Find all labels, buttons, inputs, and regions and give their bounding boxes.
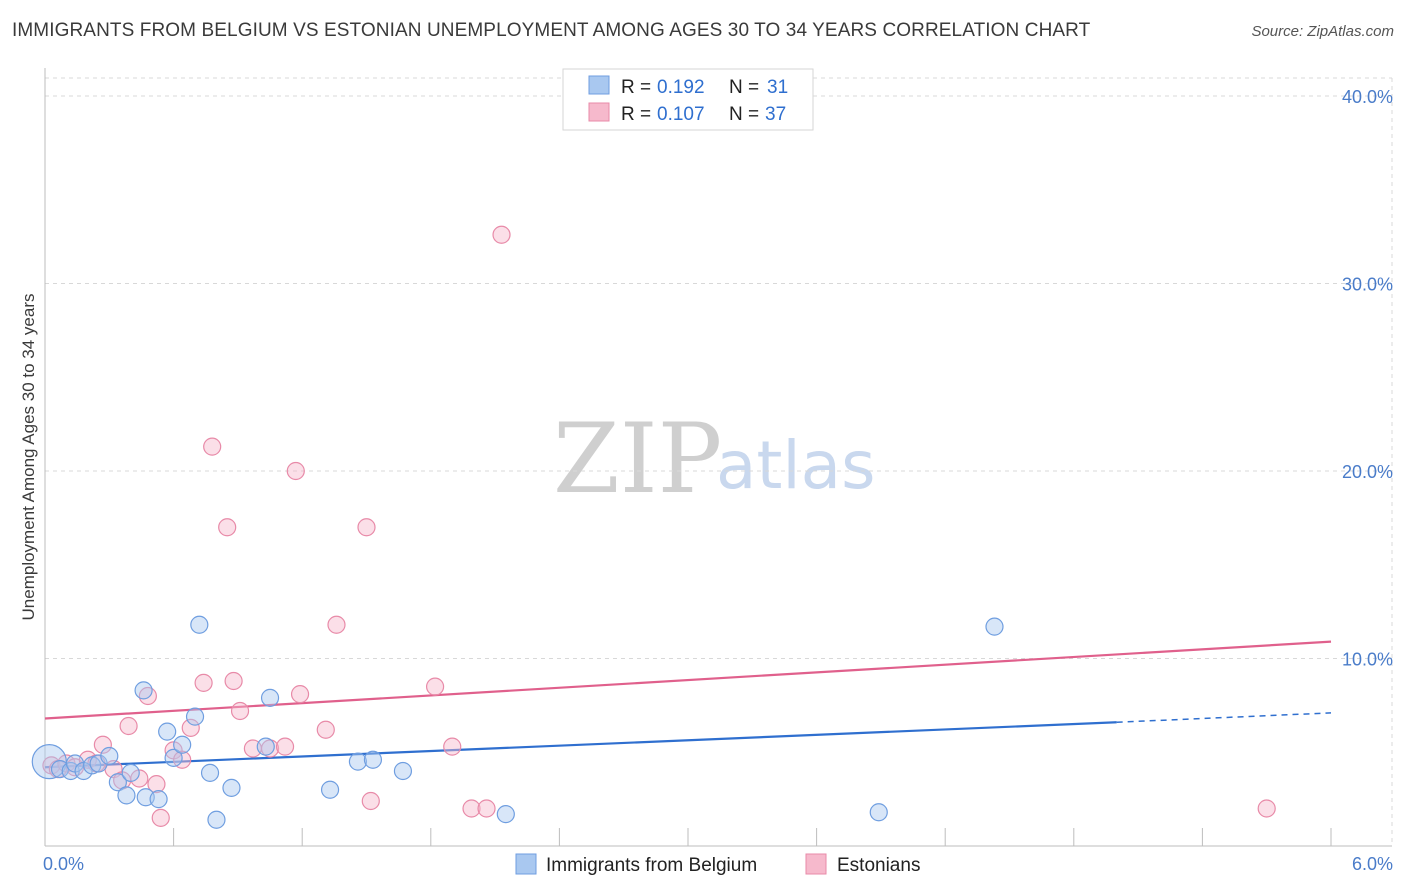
data-point-estonians xyxy=(362,793,379,810)
data-point-belgium xyxy=(122,764,139,781)
data-point-belgium xyxy=(262,689,279,706)
legend-swatch-belgium xyxy=(589,76,609,94)
data-point-estonians xyxy=(328,616,345,633)
data-point-belgium xyxy=(174,736,191,753)
data-point-estonians xyxy=(204,438,221,455)
data-point-belgium xyxy=(223,779,240,796)
data-point-estonians xyxy=(478,800,495,817)
x-tick-label: 0.0% xyxy=(43,854,84,874)
data-point-estonians xyxy=(232,703,249,720)
legend: R = 0.192 N = 31 R = 0.107 N = 37 xyxy=(563,69,813,130)
data-point-estonians xyxy=(358,519,375,536)
legend-r-value: 0.107 xyxy=(657,104,705,125)
trend-line-belgium-extension xyxy=(1117,713,1331,722)
legend-r-value: 0.192 xyxy=(657,77,705,98)
data-point-estonians xyxy=(493,226,510,243)
data-point-belgium xyxy=(349,753,366,770)
trend-line-belgium xyxy=(45,722,1117,767)
bottom-legend-swatch-estonians xyxy=(806,854,826,874)
y-tick-label: 30.0% xyxy=(1342,275,1393,295)
data-point-estonians xyxy=(225,673,242,690)
bottom-legend-swatch-belgium xyxy=(516,854,536,874)
legend-swatch-estonians xyxy=(589,103,609,121)
legend-n-value: 31 xyxy=(767,77,788,98)
data-point-estonians xyxy=(219,519,236,536)
data-point-belgium xyxy=(208,811,225,828)
data-point-estonians xyxy=(317,721,334,738)
data-point-belgium xyxy=(497,806,514,823)
y-axis-label: Unemployment Among Ages 30 to 34 years xyxy=(19,294,38,621)
data-point-estonians xyxy=(287,463,304,480)
data-point-estonians xyxy=(120,718,137,735)
data-point-estonians xyxy=(152,809,169,826)
y-tick-label: 10.0% xyxy=(1342,650,1393,670)
data-point-belgium xyxy=(364,751,381,768)
data-point-belgium xyxy=(159,723,176,740)
data-point-belgium xyxy=(986,618,1003,635)
data-points xyxy=(32,226,1275,828)
bottom-legend-label-estonians: Estonians xyxy=(837,855,920,876)
data-point-belgium xyxy=(187,708,204,725)
data-point-belgium xyxy=(202,764,219,781)
data-point-estonians xyxy=(444,738,461,755)
data-point-belgium xyxy=(135,682,152,699)
data-point-estonians xyxy=(427,678,444,695)
watermark-zip: ZIP xyxy=(553,403,722,515)
legend-r-label: R = xyxy=(621,77,651,98)
data-point-belgium xyxy=(870,804,887,821)
data-point-belgium xyxy=(322,781,339,798)
legend-n-label: N = xyxy=(729,77,759,98)
data-point-estonians xyxy=(195,674,212,691)
data-point-belgium xyxy=(191,616,208,633)
legend-n-value: 37 xyxy=(765,104,786,125)
y-tick-label: 20.0% xyxy=(1342,462,1393,482)
data-point-belgium xyxy=(257,738,274,755)
data-point-estonians xyxy=(277,738,294,755)
data-point-belgium xyxy=(101,748,118,765)
data-point-estonians xyxy=(1258,800,1275,817)
bottom-legend: Immigrants from Belgium Estonians xyxy=(516,854,920,876)
watermark-atlas: atlas xyxy=(716,427,876,504)
y-tick-label: 40.0% xyxy=(1342,87,1393,107)
legend-n-label: N = xyxy=(729,104,759,125)
correlation-scatter-chart: ZIP atlas 10.0% 20.0% 30.0% 40.0% 0.0% 6.0% U… xyxy=(0,0,1406,892)
data-point-belgium xyxy=(150,791,167,808)
x-tick-label: 6.0% xyxy=(1352,854,1393,874)
bottom-legend-label-belgium: Immigrants from Belgium xyxy=(546,855,757,876)
data-point-belgium xyxy=(118,787,135,804)
data-point-estonians xyxy=(292,686,309,703)
legend-r-label: R = xyxy=(621,104,651,125)
data-point-belgium xyxy=(394,763,411,780)
